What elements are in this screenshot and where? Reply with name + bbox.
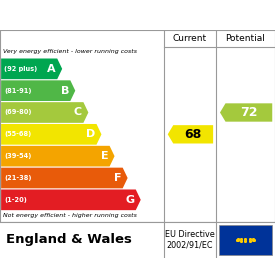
Bar [219, 225, 272, 255]
Text: A: A [47, 64, 56, 74]
Text: Potential: Potential [226, 34, 265, 43]
Text: 72: 72 [240, 106, 258, 119]
Polygon shape [1, 59, 62, 79]
Text: (92 plus): (92 plus) [4, 66, 37, 72]
Polygon shape [1, 80, 75, 101]
Polygon shape [1, 146, 114, 166]
Text: D: D [86, 129, 95, 139]
Text: England & Wales: England & Wales [6, 233, 131, 246]
Text: E: E [101, 151, 108, 161]
Text: EU Directive
2002/91/EC: EU Directive 2002/91/EC [165, 230, 214, 250]
Polygon shape [1, 189, 141, 210]
Text: Not energy efficient - higher running costs: Not energy efficient - higher running co… [3, 213, 137, 218]
Text: 68: 68 [185, 128, 202, 141]
Text: (39-54): (39-54) [4, 153, 32, 159]
Polygon shape [1, 102, 88, 123]
Text: Energy Efficiency Rating: Energy Efficiency Rating [8, 7, 210, 22]
Text: Very energy efficient - lower running costs: Very energy efficient - lower running co… [3, 49, 137, 54]
Text: (21-38): (21-38) [4, 175, 32, 181]
Polygon shape [220, 103, 272, 122]
Text: (69-80): (69-80) [4, 109, 32, 116]
Text: (1-20): (1-20) [4, 197, 27, 203]
Text: B: B [60, 86, 69, 96]
Text: (55-68): (55-68) [4, 131, 31, 137]
Text: Current: Current [173, 34, 207, 43]
Polygon shape [168, 125, 213, 143]
Text: (81-91): (81-91) [4, 88, 32, 94]
Text: G: G [125, 195, 134, 205]
Polygon shape [1, 124, 101, 145]
Polygon shape [1, 168, 128, 188]
Text: F: F [114, 173, 121, 183]
Text: C: C [74, 108, 82, 117]
